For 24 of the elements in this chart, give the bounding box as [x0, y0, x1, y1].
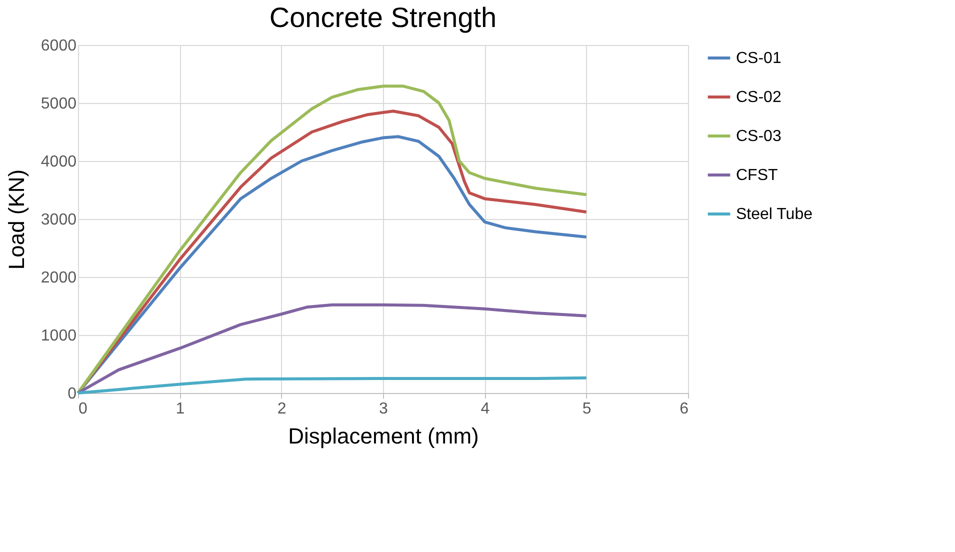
x-axis-title: Displacement (mm): [288, 424, 479, 448]
y-tick-label: 3000: [40, 212, 77, 228]
legend-label: CFST: [736, 167, 778, 184]
x-tick-label: 2: [277, 400, 286, 418]
y-tick-label: 0: [68, 386, 77, 402]
y-tick-label: 6000: [40, 38, 77, 54]
legend-label: CS-02: [736, 89, 782, 106]
line-series: [76, 376, 588, 394]
x-tick-label: 5: [582, 400, 592, 418]
y-tick-label: 2000: [40, 270, 77, 286]
x-tick-label: 1: [176, 400, 185, 418]
legend-label: CS-01: [736, 50, 782, 67]
x-tick-label: 6: [680, 400, 689, 418]
line-series: [76, 303, 588, 394]
x-tick-label: 0: [78, 400, 88, 418]
y-axis-title: Load (KN): [4, 169, 29, 270]
x-tick-label: 3: [379, 400, 388, 418]
y-tick-label: 4000: [40, 154, 77, 170]
chart-title: Concrete Strength: [269, 2, 497, 33]
y-tick-label: 5000: [40, 96, 77, 112]
legend-label: CS-03: [736, 128, 782, 145]
legend-label: Steel Tube: [736, 206, 813, 223]
x-tick-label: 4: [480, 400, 490, 418]
y-tick-label: 1000: [40, 328, 77, 344]
